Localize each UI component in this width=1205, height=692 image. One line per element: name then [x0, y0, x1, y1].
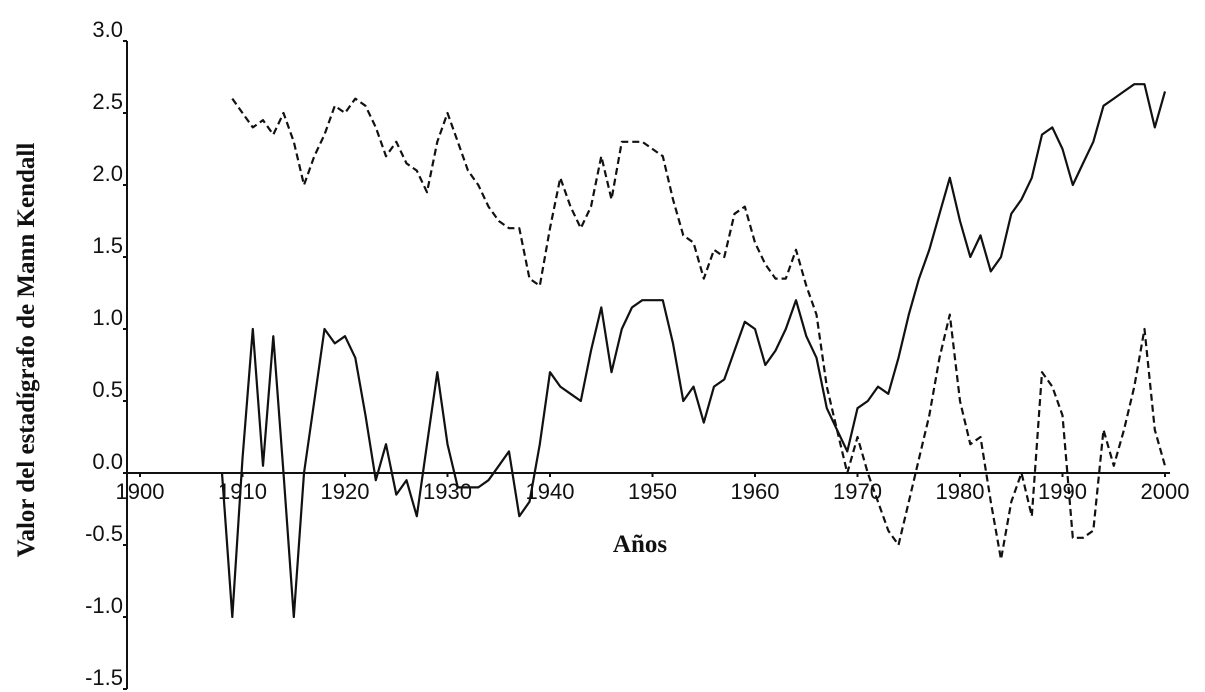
x-tick-label: 1900: [116, 479, 165, 504]
y-axis-label: Valor del estadígrafo de Mann Kendall: [13, 143, 40, 558]
x-tick-label: 2000: [1141, 479, 1190, 504]
x-tick-label: 1930: [423, 479, 472, 504]
y-tick-label: 1.0: [92, 305, 123, 330]
x-tick-label: 1980: [936, 479, 985, 504]
x-tick-label: 1960: [731, 479, 780, 504]
x-tick-label: 1920: [321, 479, 370, 504]
y-tick-label: 0.0: [92, 449, 123, 474]
y-tick-label: -0.5: [85, 521, 123, 546]
x-tick-label: 1910: [218, 479, 267, 504]
line-series: [231, 97, 1167, 561]
line-series: [220, 83, 1167, 619]
y-tick-label: -1.0: [85, 593, 123, 618]
y-tick-label: 3.0: [92, 17, 123, 42]
y-tick-label: 1.5: [92, 233, 123, 258]
y-tick-label: -1.5: [85, 665, 123, 690]
y-tick-label: 2.0: [92, 161, 123, 186]
y-tick-label: 0.5: [92, 377, 123, 402]
x-axis-label: Años: [613, 531, 667, 558]
x-tick-label: 1950: [628, 479, 677, 504]
x-tick-label: 1990: [1038, 479, 1087, 504]
y-tick-label: 2.5: [92, 89, 123, 114]
